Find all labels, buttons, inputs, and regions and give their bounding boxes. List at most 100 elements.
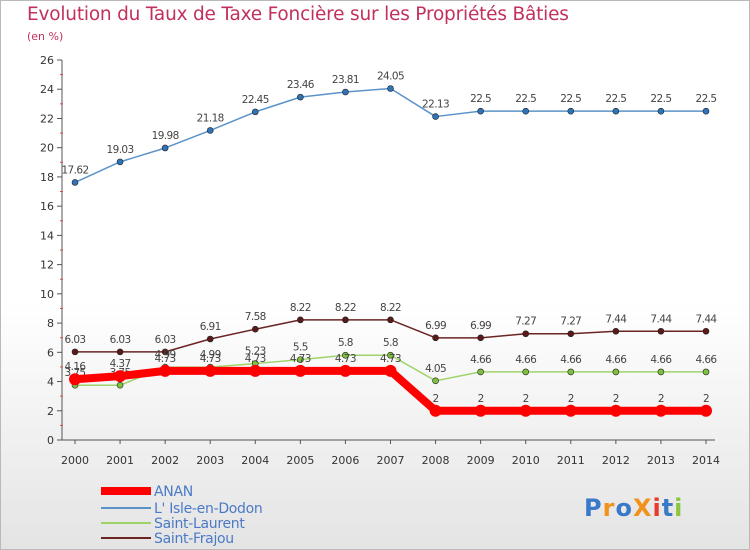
y-tick-label: 24	[40, 83, 54, 96]
data-label: 22.5	[560, 93, 581, 105]
data-label: 6.99	[425, 320, 446, 332]
data-label: 7.44	[696, 313, 718, 325]
data-point	[116, 348, 124, 356]
data-label: 4.73	[200, 353, 221, 365]
data-point	[116, 158, 124, 166]
data-label: 4.66	[515, 354, 537, 366]
data-point	[657, 368, 665, 376]
data-point	[71, 179, 79, 186]
x-tick-label: 2009	[467, 454, 495, 467]
data-label: 6.03	[65, 334, 86, 346]
data-label: 4.73	[155, 353, 176, 365]
data-point	[161, 144, 169, 152]
data-label: 24.05	[377, 71, 404, 83]
data-point	[702, 327, 710, 335]
data-label: 4.73	[380, 353, 401, 365]
data-point	[161, 348, 169, 356]
data-label: 4.37	[110, 358, 131, 370]
data-point	[477, 334, 484, 342]
data-point	[432, 377, 439, 385]
proxiti-logo: ProXiti	[584, 494, 683, 522]
data-label: 22.5	[605, 93, 626, 105]
data-label: 22.5	[515, 93, 536, 105]
data-label: 7.44	[605, 313, 627, 325]
data-point	[294, 364, 307, 377]
y-tick-label: 26	[40, 54, 54, 67]
data-label: 5.8	[338, 337, 353, 349]
data-point	[159, 364, 172, 377]
y-tick-label: 0	[47, 434, 54, 447]
data-point	[69, 373, 81, 386]
data-label: 8.22	[380, 302, 401, 314]
legend-label: Saint-Frajou	[154, 531, 234, 547]
data-label: 4.66	[470, 354, 492, 366]
data-label: 4.05	[425, 363, 446, 375]
data-label: 4.66	[650, 354, 672, 366]
x-tick-label: 2012	[602, 454, 630, 467]
data-point	[567, 107, 575, 115]
data-point	[206, 335, 214, 343]
data-point	[519, 404, 532, 417]
data-point	[114, 370, 127, 383]
chart-title: Evolution du Taux de Taxe Foncière sur l…	[27, 4, 569, 25]
data-point	[477, 107, 484, 115]
data-point	[339, 364, 352, 377]
data-point	[657, 107, 665, 115]
data-label: 5.5	[293, 342, 308, 354]
y-tick-label: 2	[47, 405, 54, 418]
data-point	[654, 404, 667, 417]
data-point	[342, 316, 349, 324]
legend-label: Saint-Laurent	[154, 516, 245, 532]
data-label: 22.5	[470, 93, 491, 105]
data-point	[522, 107, 530, 115]
chart-unit: (en %)	[27, 30, 64, 43]
data-label: 4.16	[65, 361, 87, 373]
data-label: 2	[523, 393, 529, 405]
data-label: 5.23	[245, 346, 266, 358]
data-point	[477, 368, 484, 376]
data-label: 23.46	[287, 79, 315, 91]
y-tick-label: 16	[40, 200, 54, 213]
data-label: 2	[433, 393, 439, 405]
data-point	[387, 85, 394, 92]
data-point	[522, 330, 530, 338]
x-tick-label: 2004	[241, 454, 269, 467]
data-label: 5.8	[383, 337, 398, 349]
data-point	[700, 404, 712, 417]
legend-label: L' Isle-en-Dodon	[154, 501, 263, 517]
data-point	[432, 334, 439, 342]
y-tick-label: 10	[40, 288, 54, 301]
data-label: 22.5	[696, 93, 717, 105]
data-point	[612, 107, 620, 115]
y-tick-label: 4	[47, 376, 54, 389]
y-tick-label: 22	[40, 112, 54, 125]
data-point	[342, 351, 349, 359]
data-point	[474, 404, 487, 417]
data-label: 17.62	[61, 164, 88, 176]
data-point	[702, 368, 710, 376]
data-point	[297, 356, 304, 363]
data-point	[702, 107, 710, 115]
data-point	[522, 368, 530, 376]
data-label: 4.73	[290, 353, 311, 365]
data-point	[567, 368, 575, 376]
data-point	[297, 316, 304, 324]
x-tick-label: 2006	[331, 454, 359, 467]
data-label: 4.73	[335, 353, 356, 365]
data-point	[564, 404, 577, 417]
data-point	[297, 93, 304, 101]
legend-label: ANAN	[154, 484, 193, 500]
y-tick-label: 6	[47, 346, 54, 359]
x-tick-label: 2007	[377, 454, 405, 467]
x-tick-label: 2013	[647, 454, 675, 467]
x-tick-label: 2010	[512, 454, 540, 467]
x-tick-label: 2014	[692, 454, 720, 467]
y-tick-label: 20	[40, 142, 54, 155]
data-label: 22.13	[422, 99, 449, 111]
data-label: 4.99	[200, 349, 221, 361]
data-label: 7.27	[515, 316, 536, 328]
data-label: 6.91	[200, 321, 221, 333]
data-label: 8.22	[290, 302, 311, 314]
